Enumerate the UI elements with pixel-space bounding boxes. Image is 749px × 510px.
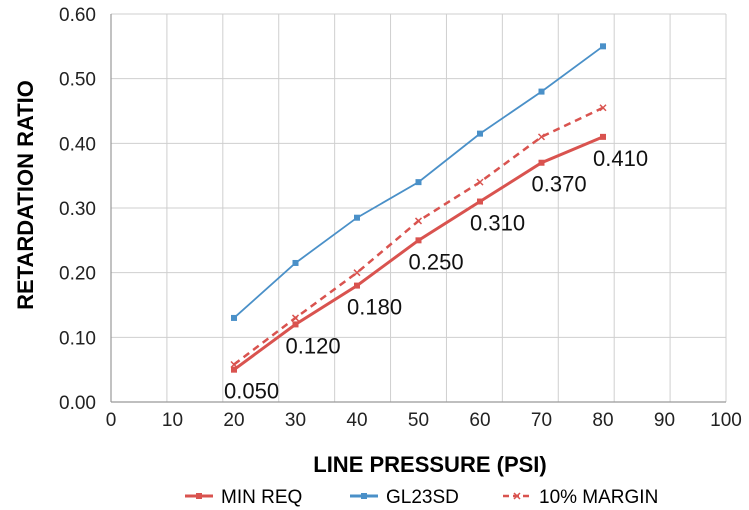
x-tick-label: 0 (106, 410, 117, 431)
series-line (233, 106, 604, 366)
x-tick-label: 50 (408, 410, 429, 431)
x-tick-label: 70 (531, 410, 552, 431)
legend-label: GL23SD (386, 487, 459, 508)
x-tick-label: 10 (162, 410, 183, 431)
x-tick-label: 20 (223, 410, 244, 431)
x-tick-label: 60 (469, 410, 490, 431)
data-point (538, 88, 545, 95)
x-tick-label: 40 (346, 410, 367, 431)
legend-item: GL23SD (350, 487, 459, 508)
data-point (231, 366, 237, 373)
series-min-req (231, 133, 606, 373)
data-point (477, 198, 483, 205)
legend: MIN REQ GL23SD 10% MARGIN (185, 487, 658, 508)
y-tick-label: 0.60 (59, 5, 96, 26)
data-point (231, 314, 237, 321)
grid-lines (110, 13, 727, 403)
series-gl23sd (231, 43, 606, 321)
data-point (291, 314, 300, 322)
data-point (353, 269, 361, 277)
series-10-margin (230, 104, 607, 369)
data-point (292, 259, 299, 266)
series-group (230, 43, 607, 373)
y-tick-label: 0.10 (59, 328, 96, 349)
x-axis-ticks: 0 10 20 30 40 50 60 70 80 90 100 (106, 410, 742, 431)
legend-item: 10% MARGIN (503, 487, 658, 508)
x-tick-label: 30 (285, 410, 306, 431)
data-label: 0.250 (409, 249, 464, 274)
data-point (476, 178, 484, 186)
data-label: 0.410 (593, 146, 648, 171)
legend-label: 10% MARGIN (539, 487, 658, 508)
y-axis-ticks: 0.00 0.10 0.20 0.30 0.40 0.50 0.60 (59, 5, 96, 414)
x-axis-title: LINE PRESSURE (PSI) (313, 452, 546, 477)
data-label: 0.050 (224, 379, 279, 404)
x-tick-label: 80 (592, 410, 613, 431)
y-tick-label: 0.00 (59, 393, 96, 414)
data-point (414, 217, 423, 225)
legend-label: MIN REQ (221, 487, 302, 508)
data-label: 0.120 (286, 333, 341, 358)
y-axis-title: RETARDATION RATIO (13, 80, 38, 310)
data-point (537, 133, 546, 141)
data-point (415, 237, 422, 244)
data-label: 0.180 (347, 295, 402, 320)
y-tick-label: 0.40 (59, 134, 96, 155)
data-point (354, 282, 360, 289)
data-point (600, 43, 606, 50)
data-point (600, 133, 606, 140)
legend-marker (196, 493, 202, 499)
x-tick-label: 90 (654, 410, 675, 431)
data-point (538, 159, 545, 166)
data-point (292, 321, 299, 328)
y-tick-label: 0.30 (59, 199, 96, 220)
data-point (599, 104, 607, 112)
data-label: 0.370 (532, 172, 587, 197)
data-label: 0.310 (470, 211, 525, 236)
data-point (477, 130, 483, 137)
y-tick-label: 0.50 (59, 70, 96, 91)
data-point (354, 214, 360, 221)
legend-marker (513, 492, 521, 500)
legend-item: MIN REQ (185, 487, 302, 508)
legend-marker (361, 493, 367, 499)
data-point (415, 179, 422, 186)
x-tick-label: 100 (710, 410, 742, 431)
y-tick-label: 0.20 (59, 264, 96, 285)
